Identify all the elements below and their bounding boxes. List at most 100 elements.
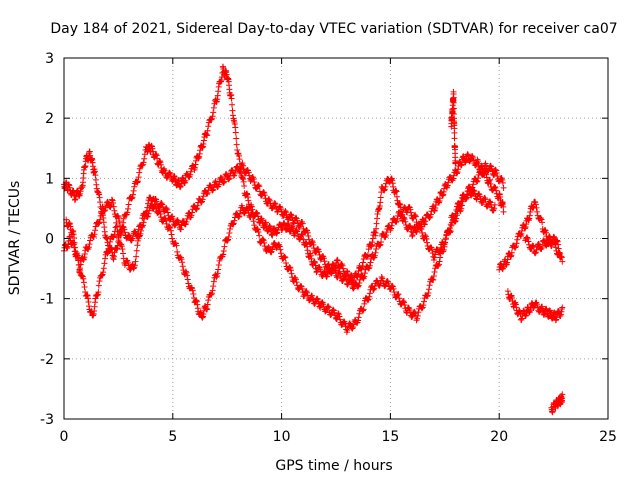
data-point	[132, 258, 139, 265]
data-point	[423, 236, 430, 243]
data-point	[164, 209, 171, 216]
data-point	[198, 199, 205, 206]
data-point	[167, 225, 174, 232]
data-point	[360, 274, 367, 281]
data-point	[237, 167, 244, 174]
data-point	[395, 291, 402, 298]
x-tick-label: 15	[381, 429, 399, 445]
data-point	[184, 215, 191, 222]
data-point	[123, 211, 130, 218]
data-point	[524, 235, 531, 242]
data-point	[451, 129, 458, 136]
data-point	[216, 257, 223, 264]
data-point	[317, 256, 324, 263]
data-point	[489, 170, 496, 177]
data-point	[491, 201, 498, 208]
data-point	[115, 237, 122, 244]
data-point	[271, 200, 278, 207]
data-point	[130, 191, 137, 198]
data-point	[361, 273, 368, 280]
data-point	[182, 268, 189, 275]
data-point	[383, 180, 390, 187]
data-point	[193, 206, 200, 213]
data-point	[499, 179, 506, 186]
data-point	[120, 250, 127, 257]
data-point	[131, 262, 138, 269]
data-point	[248, 203, 255, 210]
x-tick-label: 10	[273, 429, 291, 445]
data-point	[248, 209, 255, 216]
data-point	[356, 280, 363, 287]
data-point	[444, 182, 451, 189]
data-point	[508, 249, 515, 256]
data-point	[277, 206, 284, 213]
data-point	[326, 264, 333, 271]
data-point	[224, 237, 231, 244]
data-point	[204, 127, 211, 134]
data-point	[215, 266, 222, 273]
data-point	[451, 135, 458, 142]
data-point	[163, 220, 170, 227]
data-point	[235, 213, 242, 220]
data-point	[493, 187, 500, 194]
data-point	[259, 236, 266, 243]
data-point	[111, 207, 118, 214]
y-tick-label: 2	[45, 111, 54, 127]
data-point	[268, 249, 275, 256]
data-point	[144, 213, 151, 220]
data-point	[317, 304, 324, 311]
data-point	[106, 242, 113, 249]
data-point	[199, 196, 206, 203]
data-point	[372, 249, 379, 256]
data-point	[401, 216, 408, 223]
data-point	[228, 95, 235, 102]
data-point	[427, 211, 434, 218]
data-point	[230, 220, 237, 227]
data-point	[373, 220, 380, 227]
data-point	[156, 205, 163, 212]
data-point	[168, 231, 175, 238]
data-point	[556, 249, 563, 256]
data-point	[97, 212, 104, 219]
data-point	[533, 204, 540, 211]
data-point	[119, 246, 126, 253]
data-point	[96, 219, 103, 226]
data-point	[292, 276, 299, 283]
data-point	[80, 275, 87, 282]
data-point	[208, 291, 215, 298]
data-point	[325, 304, 332, 311]
data-point	[182, 221, 189, 228]
data-point	[379, 230, 386, 237]
data-point	[293, 227, 300, 234]
data-point	[402, 218, 409, 225]
data-point	[178, 256, 185, 263]
data-point	[185, 280, 192, 287]
data-point	[513, 240, 520, 247]
data-point	[349, 325, 356, 332]
data-point	[487, 162, 494, 169]
data-point	[220, 251, 227, 258]
data-point	[269, 246, 276, 253]
data-point	[220, 179, 227, 186]
data-point	[317, 266, 324, 273]
data-point	[539, 219, 546, 226]
data-point	[108, 196, 115, 203]
data-point	[559, 391, 566, 398]
data-point	[442, 236, 449, 243]
data-point	[480, 170, 487, 177]
data-point	[287, 267, 294, 274]
data-point	[92, 227, 99, 234]
data-point	[476, 193, 483, 200]
data-point	[269, 205, 276, 212]
data-point	[414, 315, 421, 322]
data-point	[383, 232, 390, 239]
data-point	[200, 193, 207, 200]
data-point	[325, 261, 332, 268]
data-point	[493, 169, 500, 176]
data-point	[539, 243, 546, 250]
data-point	[184, 170, 191, 177]
data-point	[115, 214, 122, 221]
data-point	[190, 290, 197, 297]
data-point	[377, 241, 384, 248]
data-point	[331, 309, 338, 316]
